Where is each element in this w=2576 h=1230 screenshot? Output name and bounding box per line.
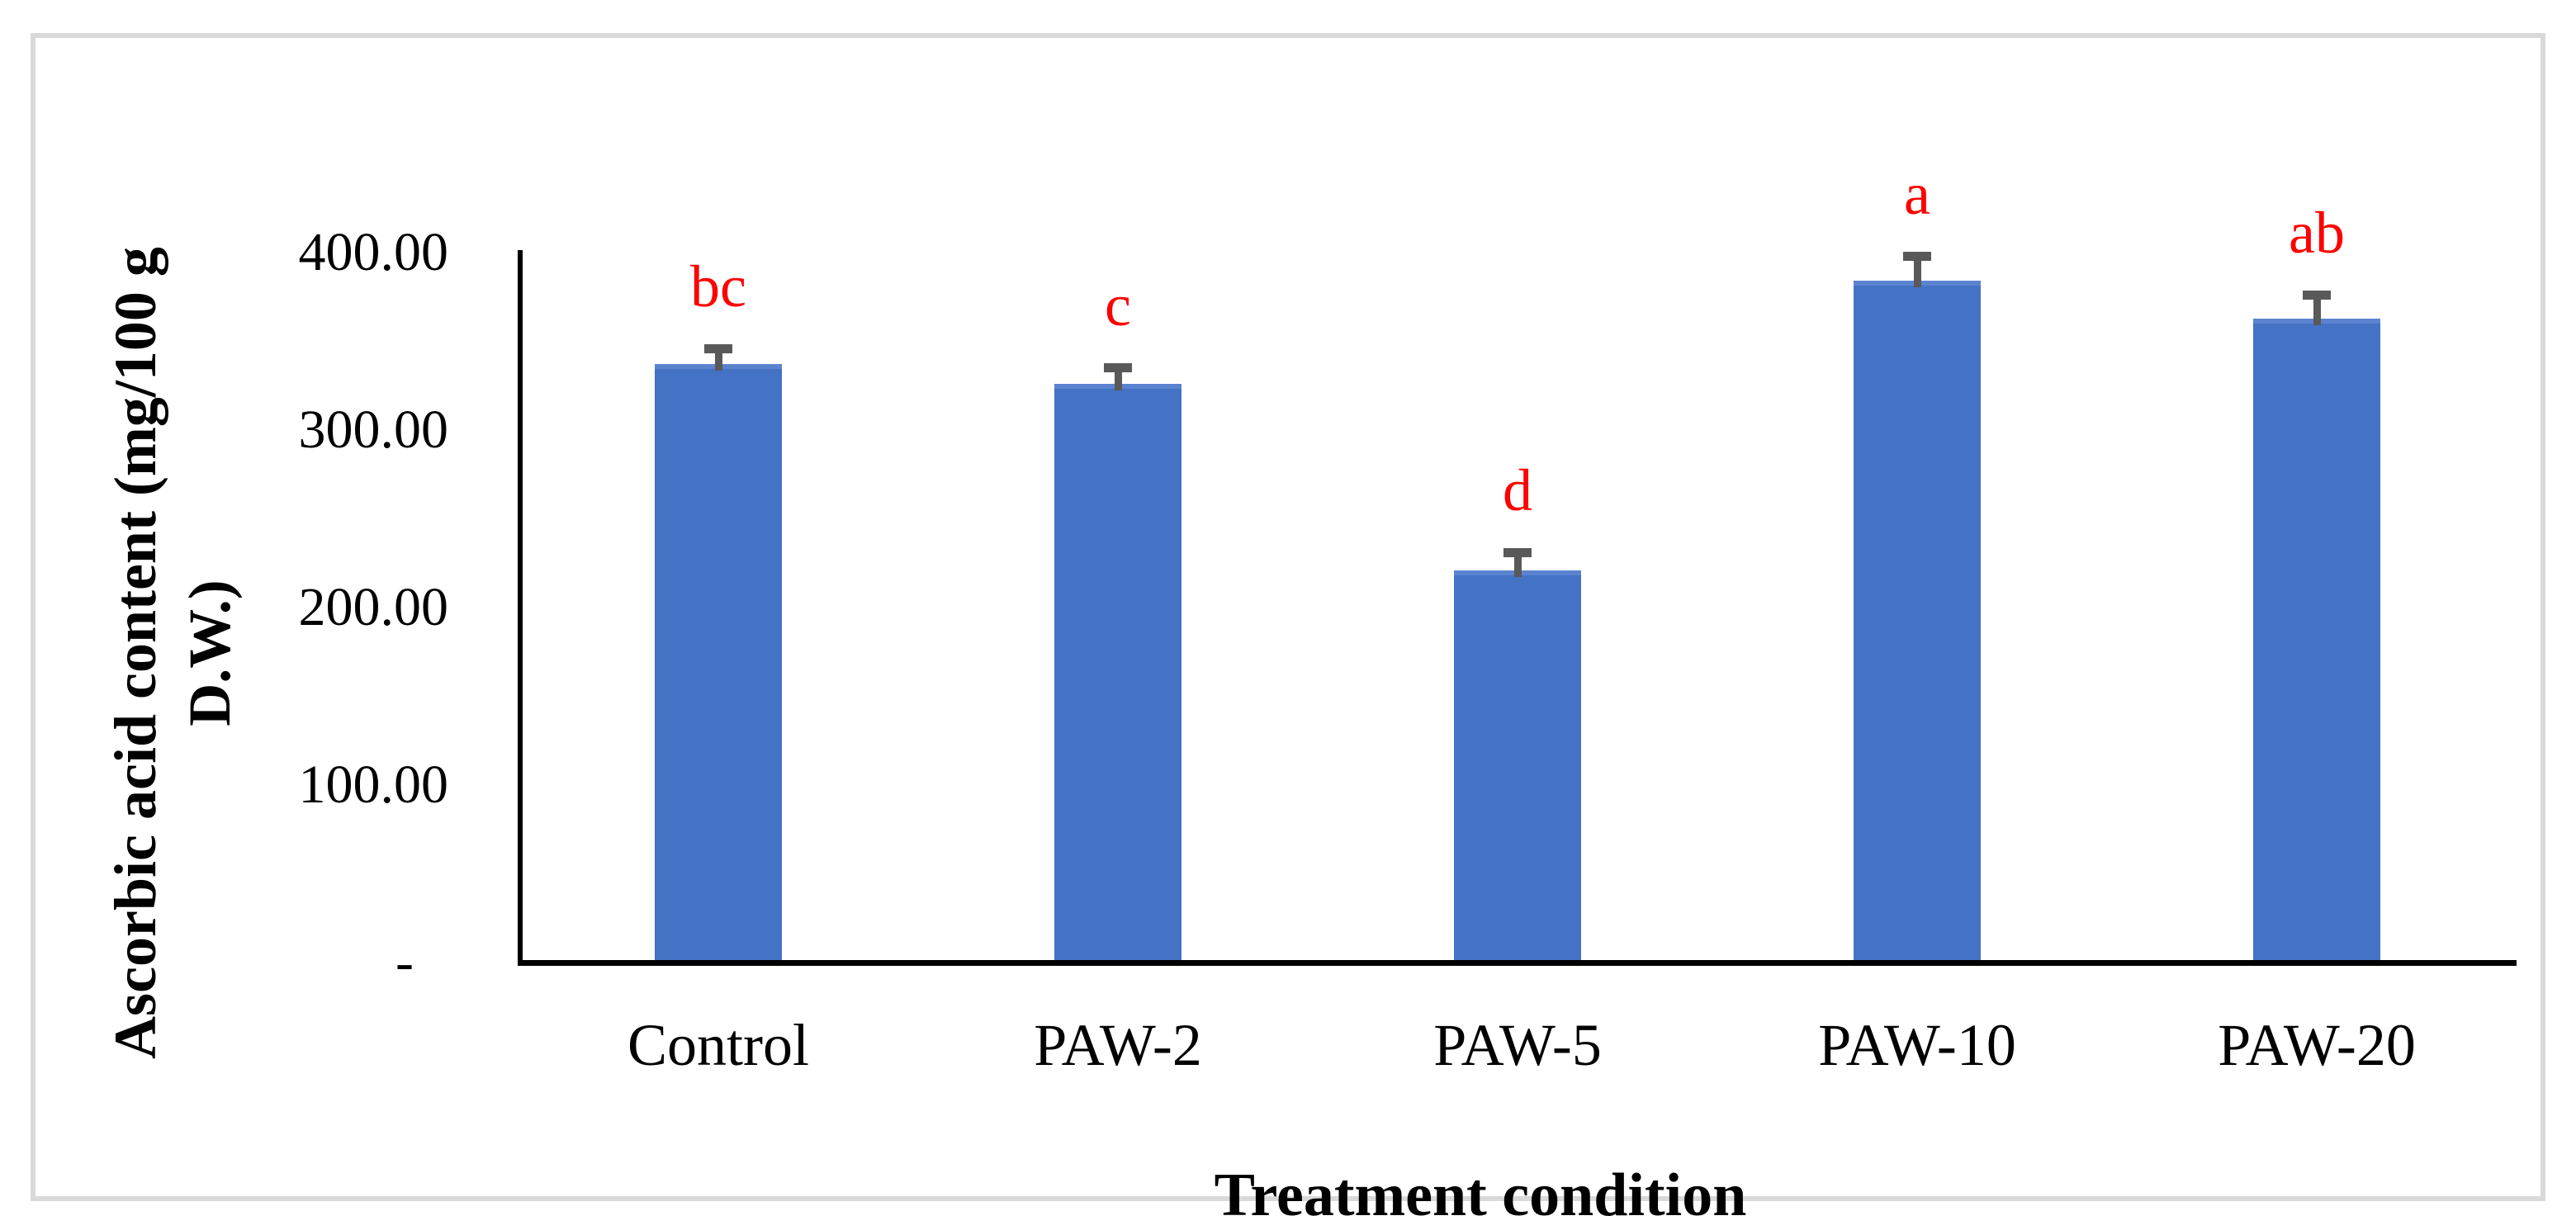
- error-bar-cap: [1503, 547, 1532, 557]
- error-bar-stem: [1114, 367, 1122, 391]
- error-bar-stem: [1513, 552, 1522, 577]
- y-axis-line: [518, 250, 523, 966]
- bar: [2253, 318, 2380, 963]
- y-tick-label: 400.00: [298, 222, 449, 282]
- bar: [655, 364, 782, 963]
- significance-letter: bc: [690, 253, 746, 319]
- error-bar-cap: [2303, 291, 2331, 300]
- significance-letter: d: [1503, 457, 1532, 523]
- y-tick-label: -: [395, 932, 414, 992]
- significance-letter: ab: [2289, 200, 2345, 267]
- bar: [1054, 384, 1181, 963]
- error-bar-cap: [704, 343, 732, 353]
- y-tick-label: 200.00: [298, 577, 449, 637]
- error-bar-stem: [714, 348, 722, 371]
- y-tick-label: 300.00: [298, 400, 449, 460]
- y-tick-label: 100.00: [298, 755, 449, 815]
- x-axis-line: [519, 960, 2517, 966]
- error-bar-stem: [1913, 256, 1921, 288]
- significance-letter: a: [1904, 160, 1930, 227]
- x-axis-title: Treatment condition: [1214, 1161, 1747, 1229]
- bar: [1454, 570, 1581, 963]
- category-label: Control: [627, 1012, 809, 1078]
- error-bar-stem: [2313, 295, 2321, 325]
- bar: [1854, 281, 1981, 963]
- significance-letter: c: [1105, 272, 1131, 339]
- figure-frame: Ascorbic acid content (mg/100 g D.W.) 40…: [31, 33, 2545, 1229]
- category-label: PAW-2: [1034, 1012, 1202, 1078]
- category-label: PAW-5: [1433, 1012, 1602, 1078]
- category-label: PAW-20: [2218, 1012, 2416, 1078]
- category-label: PAW-10: [1818, 1012, 2016, 1078]
- error-bar-cap: [1903, 251, 1931, 261]
- error-bar-cap: [1104, 363, 1132, 373]
